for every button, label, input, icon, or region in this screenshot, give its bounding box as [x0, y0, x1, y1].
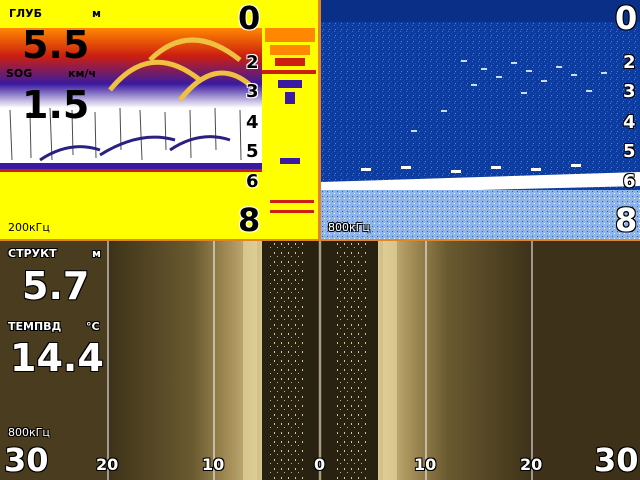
left-depth-scale-6: 6 — [246, 171, 259, 192]
struct-label: СТРУКТ — [8, 247, 57, 260]
left-frequency: 200кГц — [8, 221, 50, 234]
left-depth-scale-3: 3 — [246, 81, 259, 102]
sonar-2d-pane[interactable]: ГЛУБ м 5.5 SOG км/ч 1.5 200кГц 0 2 3 4 5… — [0, 0, 318, 239]
right-depth-scale-0: 0 — [615, 0, 638, 37]
range-left-label: 30 — [4, 441, 49, 479]
right-depth-scale-6: 6 — [623, 171, 636, 192]
range-right-label: 30 — [594, 441, 639, 479]
temp-value: 14.4 — [10, 336, 104, 380]
axis-label-right-10: 10 — [414, 455, 437, 474]
struct-unit: м — [92, 247, 101, 260]
right-frequency: 800кГц — [328, 221, 370, 234]
axis-label-right-20: 20 — [520, 455, 543, 474]
sidescan-frequency: 800кГц — [8, 426, 50, 439]
left-depth-scale-2: 2 — [246, 52, 259, 73]
axis-label-left-10: 10 — [202, 455, 225, 474]
sog-value: 1.5 — [22, 83, 90, 127]
sog-unit: км/ч — [68, 67, 97, 80]
struct-value: 5.7 — [22, 264, 90, 308]
right-depth-scale-5: 5 — [623, 141, 636, 162]
depth-label: ГЛУБ — [9, 7, 43, 20]
sonar-2d-echo-image — [0, 28, 316, 213]
left-depth-scale-5: 5 — [246, 141, 259, 162]
sidescan-echo-image — [107, 241, 640, 480]
temp-unit: °C — [86, 320, 100, 333]
sidescan-pane[interactable]: СТРУКТ м 5.7 ТЕМПВД °C 14.4 800кГц 30 30… — [0, 241, 640, 480]
axis-label-left-20: 20 — [96, 455, 119, 474]
depth-unit: м — [92, 7, 101, 20]
left-depth-scale-4: 4 — [246, 112, 259, 133]
downscan-pane[interactable]: 800кГц 0 2 3 4 5 6 8 — [321, 0, 640, 239]
depth-value: 5.5 — [22, 23, 90, 67]
right-depth-scale-8: 8 — [615, 201, 638, 239]
horizontal-pane-divider[interactable] — [0, 239, 640, 241]
right-depth-scale-4: 4 — [623, 112, 636, 133]
sog-label: SOG — [6, 67, 33, 80]
downscan-echo-image — [321, 0, 640, 239]
right-depth-scale-3: 3 — [623, 81, 636, 102]
right-depth-scale-2: 2 — [623, 52, 636, 73]
left-depth-scale-8: 8 — [238, 201, 261, 239]
temp-label: ТЕМПВД — [8, 320, 62, 333]
axis-label-center-0: 0 — [314, 455, 326, 474]
left-depth-scale-0: 0 — [238, 0, 261, 37]
vertical-pane-divider[interactable] — [318, 0, 321, 239]
